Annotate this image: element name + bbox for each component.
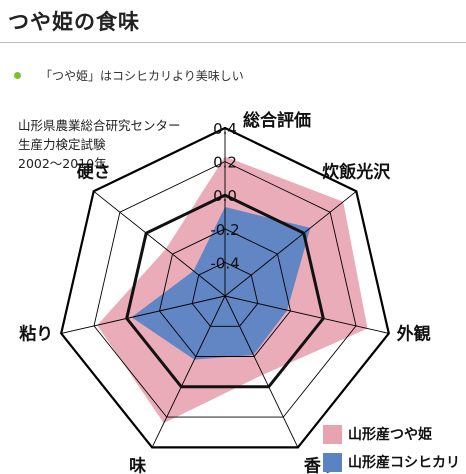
tick-label: 0.0 bbox=[213, 187, 237, 205]
legend-item-koshihikari: 山形産コシヒカリ bbox=[323, 452, 460, 472]
legend-swatch bbox=[323, 424, 342, 444]
axis-label-3: 外観 bbox=[397, 323, 431, 344]
axis-label-1: 総合評価 bbox=[243, 110, 311, 131]
page-title: つや姫の食味 bbox=[8, 9, 140, 34]
bullet-icon bbox=[14, 72, 21, 79]
axis-spoke bbox=[224, 295, 299, 448]
tick-label: 0.2 bbox=[213, 154, 237, 172]
tick-label: 0.4 bbox=[213, 120, 237, 138]
axis-spoke bbox=[224, 190, 357, 297]
axis-label-2: 炊飯光沢 bbox=[322, 161, 391, 182]
title-divider bbox=[0, 42, 466, 43]
legend-label: 山形産コシヒカリ bbox=[348, 455, 460, 471]
summary-note: 「つや姫」はコシヒカリより美味しい bbox=[40, 69, 244, 83]
source-line: 2002〜2010年 bbox=[18, 156, 107, 171]
legend-label: 山形産つや姫 bbox=[348, 427, 432, 443]
source-info: 山形県農業総合研究センター 生産力検定試験 2002〜2010年 bbox=[18, 116, 181, 173]
axis-label-5: 味 bbox=[129, 455, 146, 474]
axis-spoke bbox=[224, 295, 389, 334]
source-line: 生産力検定試験 bbox=[18, 137, 106, 152]
grid-ring bbox=[93, 161, 357, 418]
axis-spoke bbox=[61, 295, 226, 334]
axis-label-7: 硬さ bbox=[77, 162, 111, 182]
grid-ring bbox=[159, 228, 291, 357]
tick-label: -0.2 bbox=[210, 221, 239, 239]
series-area-2 bbox=[131, 207, 311, 360]
axis-spoke bbox=[151, 295, 226, 448]
grid-ring bbox=[60, 126, 390, 449]
legend-swatch bbox=[323, 452, 342, 472]
axis-label-6: 粘り bbox=[19, 323, 53, 344]
legend-item-tsuyahime: 山形産つや姫 bbox=[323, 424, 432, 444]
source-line: 山形県農業総合研究センター bbox=[18, 118, 181, 133]
baseline-ring bbox=[125, 193, 325, 389]
grid-ring bbox=[191, 261, 259, 327]
axis-spoke bbox=[93, 190, 226, 297]
tick-label: -0.4 bbox=[210, 254, 239, 272]
